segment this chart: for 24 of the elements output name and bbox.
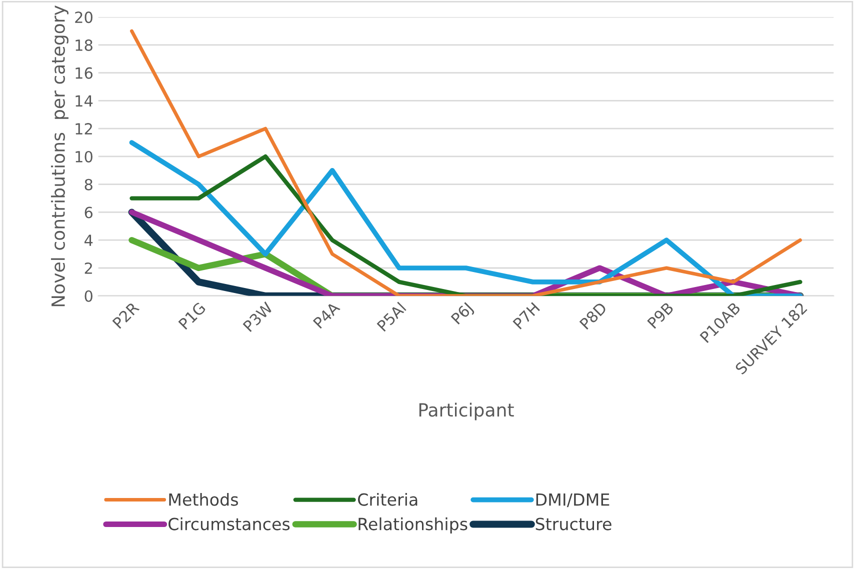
legend-label: Methods: [169, 492, 238, 506]
line-series: [130, 29, 802, 296]
y-tick-label: 4: [84, 234, 93, 246]
y-tick-label: 2: [84, 262, 92, 274]
x-tick-label: P4A: [312, 301, 340, 329]
y-tick-label: 0: [84, 290, 92, 302]
x-axis-title: Participant: [419, 402, 514, 420]
legend-label: Circumstances: [168, 517, 290, 530]
y-tick-label: 10: [76, 150, 92, 162]
legend-label: Criteria: [358, 492, 418, 506]
y-tick-label: 12: [76, 123, 92, 134]
legend-label: DMI/DME: [536, 493, 610, 508]
y-tick-label: 14: [76, 95, 93, 107]
legend-label: Structure: [536, 518, 612, 530]
x-tick-label: P9B: [646, 302, 674, 329]
x-tick-label: P6J: [450, 302, 476, 327]
x-tick-label: P2R: [112, 301, 140, 329]
y-tick-label: 20: [75, 12, 92, 24]
y-tick-label: 6: [84, 206, 92, 218]
y-tick-label: 16: [76, 67, 92, 79]
y-tick-label: 8: [84, 178, 92, 190]
y-axis-title: Novel contributions per category: [50, 6, 68, 306]
legend-label: Relationships: [358, 517, 468, 534]
y-tick-label: 18: [76, 39, 92, 51]
